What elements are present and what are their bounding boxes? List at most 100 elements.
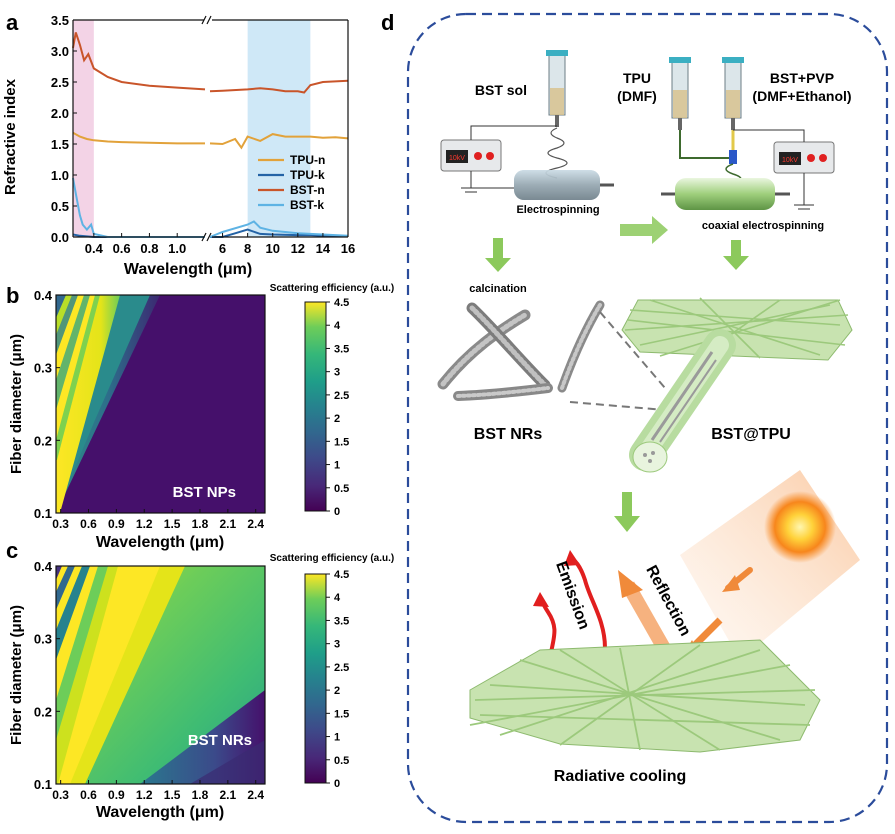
panel-letter-c: c <box>6 538 18 563</box>
colorbar-tick-label: 0.5 <box>334 483 349 495</box>
y-tick-label: 3.5 <box>51 13 69 28</box>
y-tick-label: 0.1 <box>34 506 52 521</box>
x-tick-label: 1.2 <box>136 788 153 802</box>
label-bst-sol: BST sol <box>475 82 527 98</box>
x-tick-label: 0.9 <box>108 517 125 531</box>
label-tpu-solvent: (DMF) <box>617 88 657 104</box>
x-tick-label: 14 <box>316 241 331 256</box>
colorbar-tick-label: 3 <box>334 367 340 379</box>
x-tick-label: 1.5 <box>164 788 181 802</box>
y-tick-label: 0.3 <box>34 632 52 647</box>
colorbar-tick-label: 0.5 <box>334 755 349 767</box>
annotation: BST NRs <box>188 732 252 749</box>
syringe-bst-pvp <box>722 57 744 130</box>
x-tick-label: 0.3 <box>52 788 69 802</box>
colorbar-tick-label: 0 <box>334 506 340 518</box>
panel-letter-d: d <box>381 10 394 35</box>
plot-frame <box>55 294 266 514</box>
panel-a: a 0.0 0.5 1.0 1.5 2.0 2.5 3.0 3.5 0.4 0.6 0.8 1.0 6… <box>2 10 355 278</box>
label-coaxial: coaxial electrospinning <box>702 220 824 232</box>
zoom-line <box>569 401 666 411</box>
x-axis-label: Wavelength (μm) <box>96 804 224 821</box>
heatmap-image <box>56 295 265 513</box>
x-tick-labels: 0.4 0.6 0.8 1.0 6 8 10 12 14 16 <box>85 233 355 256</box>
colorbar-tick-label: 2 <box>334 685 340 697</box>
series-line-bst-n <box>72 32 206 91</box>
shaded-band <box>73 20 94 237</box>
panel-b: b BST NPs 0.3 0.6 0.9 1.2 1.5 1.8 2.1 2.4 0.10.… <box>6 283 394 551</box>
y-tick-label: 2.5 <box>51 75 69 90</box>
x-tick-label: 0.6 <box>113 241 131 256</box>
label-tpu: TPU <box>623 70 651 86</box>
colorbar-tick-label: 2.5 <box>334 662 349 674</box>
panel-letter-a: a <box>6 10 19 35</box>
x-tick-label: 2.4 <box>247 517 264 531</box>
x-tick-label: 1.8 <box>192 788 209 802</box>
x-tick-labels: 0.3 0.6 0.9 1.2 1.5 1.8 2.1 2.4 <box>52 509 264 531</box>
legend-label: BST-n <box>290 183 325 197</box>
colorbar-tick-label: 1 <box>334 732 340 744</box>
x-tick-label: 2.4 <box>247 788 264 802</box>
x-tick-label: 1.5 <box>164 517 181 531</box>
x-tick-label: 2.1 <box>220 788 237 802</box>
panel-letter-b: b <box>6 283 19 308</box>
y-axis-label: Fiber diameter (μm) <box>8 334 25 474</box>
x-tick-label: 0.6 <box>80 788 97 802</box>
power-supply-left: 10kV <box>440 125 557 193</box>
collector-drum-right <box>661 178 790 210</box>
x-tick-label: 6 <box>219 241 226 256</box>
colorbar-tick-label: 3 <box>334 639 340 651</box>
label-bst-tpu: BST@TPU <box>711 426 791 443</box>
sun-icon <box>764 491 836 563</box>
colorbar-tick-labels: 0 0.5 1 1.5 2 2.5 3 3.5 4 4.5 <box>326 569 349 790</box>
x-tick-label: 1.8 <box>192 517 209 531</box>
axis-break <box>201 15 212 25</box>
process-arrows <box>485 216 749 532</box>
shaded-band <box>247 20 311 237</box>
colorbar <box>304 301 327 512</box>
x-axis-label: Wavelength (μm) <box>96 534 224 551</box>
dashed-border <box>406 12 889 824</box>
label-emission: Emission <box>552 559 592 632</box>
y-tick-label: 0.2 <box>34 704 52 719</box>
series-lines <box>72 32 349 238</box>
series-line-tpu-n <box>72 131 205 145</box>
annotation: BST NPs <box>173 484 236 501</box>
voltage-display: 10kV <box>449 155 465 162</box>
colorbar-tick-labels: 0 0.5 1 1.5 2 2.5 3 3.5 4 4.5 <box>326 297 349 518</box>
plot-frame <box>55 565 266 785</box>
colorbar-title: Scattering efficiency (a.u.) <box>270 553 394 564</box>
y-tick-label: 1.5 <box>51 137 69 152</box>
y-tick-label: 0.5 <box>51 199 69 214</box>
bst-tpu-mat <box>621 297 853 361</box>
y-tick-label: 3.0 <box>51 44 69 59</box>
syringe-left <box>546 50 568 127</box>
label-calcination: calcination <box>469 283 527 295</box>
colorbar-tick-label: 2 <box>334 413 340 425</box>
x-tick-label: 0.4 <box>85 241 104 256</box>
shaded-bands <box>73 20 311 237</box>
x-tick-labels: 0.3 0.6 0.9 1.2 1.5 1.8 2.1 2.4 <box>52 780 264 802</box>
syringe-tpu <box>669 57 691 130</box>
colorbar-tick-label: 4 <box>334 320 341 332</box>
y-tick-label: 0.2 <box>34 433 52 448</box>
x-tick-label: 2.1 <box>220 517 237 531</box>
x-tick-label: 0.6 <box>80 517 97 531</box>
x-tick-label: 12 <box>291 241 305 256</box>
x-tick-label: 1.2 <box>136 517 153 531</box>
series-line-tpu-n <box>209 133 349 150</box>
emission-arrows <box>533 550 607 661</box>
collector-drum-left <box>514 170 614 200</box>
y-axis-label: Fiber diameter (μm) <box>8 605 25 745</box>
y-axis-label: Refractive index <box>2 78 19 195</box>
power-supply-right: 10kV <box>733 129 835 210</box>
colorbar-tick-label: 4 <box>334 592 341 604</box>
label-bst-pvp-solvent: (DMF+Ethanol) <box>752 88 851 104</box>
colorbar-tick-label: 3.5 <box>334 615 349 627</box>
y-tick-label: 2.0 <box>51 106 69 121</box>
y-tick-label: 0.0 <box>51 230 69 245</box>
y-tick-labels: 0.1 0.2 0.3 0.4 <box>34 559 60 792</box>
heatmap-image <box>56 566 265 784</box>
axis-break <box>201 232 212 242</box>
